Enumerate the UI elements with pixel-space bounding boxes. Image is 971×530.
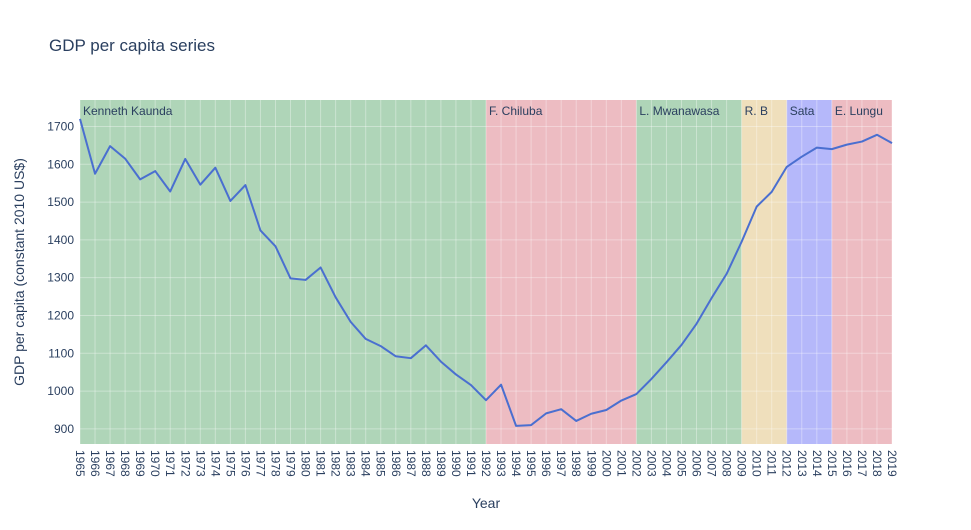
x-tick-2004: 2004 <box>659 450 673 477</box>
x-tick-1987: 1987 <box>404 450 418 477</box>
region-4 <box>786 100 832 444</box>
region-label-1: F. Chiluba <box>489 104 543 118</box>
x-tick-1971: 1971 <box>163 450 177 477</box>
x-tick-1996: 1996 <box>539 450 553 477</box>
y-tick-1100: 1100 <box>48 346 74 360</box>
x-tick-1979: 1979 <box>284 450 298 477</box>
x-tick-2002: 2002 <box>629 450 643 477</box>
x-tick-2012: 2012 <box>780 450 794 477</box>
y-tick-1600: 1600 <box>47 157 74 171</box>
x-tick-1965: 1965 <box>73 450 87 477</box>
x-tick-2011: 2011 <box>765 450 779 476</box>
x-tick-2005: 2005 <box>674 450 688 477</box>
x-tick-1985: 1985 <box>374 450 388 477</box>
x-tick-1995: 1995 <box>524 450 538 477</box>
x-tick-2019: 2019 <box>885 450 899 477</box>
x-tick-1966: 1966 <box>88 450 102 477</box>
x-tick-2003: 2003 <box>644 450 658 477</box>
x-tick-1981: 1981 <box>314 450 328 477</box>
y-tick-1200: 1200 <box>47 308 74 322</box>
regions-layer <box>80 100 892 444</box>
chart-title: GDP per capita series <box>49 36 215 55</box>
y-axis-ticks: 900 1000 1100 1200 1300 1400 1500 1600 1700 <box>47 119 74 435</box>
x-tick-1967: 1967 <box>103 450 117 477</box>
x-tick-2015: 2015 <box>825 450 839 477</box>
region-label-2: L. Mwanawasa <box>639 104 719 118</box>
x-tick-2000: 2000 <box>599 450 613 477</box>
x-tick-1973: 1973 <box>193 450 207 477</box>
x-tick-1993: 1993 <box>494 450 508 477</box>
x-tick-1991: 1991 <box>464 450 478 477</box>
x-tick-1968: 1968 <box>118 450 132 477</box>
x-tick-2009: 2009 <box>735 450 749 477</box>
x-tick-1969: 1969 <box>133 450 147 477</box>
x-tick-1970: 1970 <box>148 450 162 477</box>
x-tick-1984: 1984 <box>359 450 373 477</box>
x-tick-1972: 1972 <box>178 450 192 477</box>
x-tick-2017: 2017 <box>855 450 869 477</box>
region-0 <box>80 100 486 444</box>
x-tick-1990: 1990 <box>449 450 463 477</box>
y-tick-1400: 1400 <box>47 233 74 247</box>
x-tick-1992: 1992 <box>479 450 493 477</box>
region-2 <box>636 100 742 444</box>
x-tick-2016: 2016 <box>840 450 854 477</box>
series-line-0 <box>79 118 893 427</box>
region-label-4: Sata <box>790 104 815 118</box>
region-label-0: Kenneth Kaunda <box>83 104 173 118</box>
y-tick-1500: 1500 <box>47 195 74 209</box>
y-axis-title: GDP per capita (constant 2010 US$) <box>11 158 27 386</box>
x-tick-2010: 2010 <box>750 450 764 477</box>
region-label-3: R. B <box>745 104 768 118</box>
x-axis-ticks: 1965 1966 1967 1968 1969 1970 1971 1972 1973 1974… <box>73 450 899 477</box>
region-5 <box>831 100 892 444</box>
x-tick-1975: 1975 <box>223 450 237 477</box>
x-tick-1982: 1982 <box>329 450 343 477</box>
x-tick-2014: 2014 <box>810 450 824 477</box>
x-tick-1974: 1974 <box>208 450 222 477</box>
x-tick-2013: 2013 <box>795 450 809 477</box>
y-tick-1000: 1000 <box>47 384 74 398</box>
x-tick-1976: 1976 <box>238 450 252 477</box>
x-tick-2001: 2001 <box>614 450 628 477</box>
x-tick-2008: 2008 <box>720 450 734 477</box>
region-label-5: E. Lungu <box>835 104 883 118</box>
x-tick-1989: 1989 <box>434 450 448 477</box>
x-axis-title: Year <box>472 495 501 511</box>
x-tick-1988: 1988 <box>419 450 433 477</box>
x-tick-1997: 1997 <box>554 450 568 477</box>
region-3 <box>741 100 787 444</box>
x-tick-2006: 2006 <box>690 450 704 477</box>
x-tick-1999: 1999 <box>584 450 598 477</box>
line-layer <box>79 118 893 427</box>
region-labels-layer: Kenneth Kaunda F. Chiluba L. Mwanawasa R. B… <box>83 104 883 118</box>
x-tick-1983: 1983 <box>344 450 358 477</box>
y-tick-1700: 1700 <box>47 119 74 133</box>
y-tick-900: 900 <box>54 422 74 436</box>
x-tick-2018: 2018 <box>870 450 884 477</box>
x-tick-1978: 1978 <box>268 450 282 477</box>
x-tick-1980: 1980 <box>299 450 313 477</box>
y-tick-1300: 1300 <box>47 271 74 285</box>
x-tick-1998: 1998 <box>569 450 583 477</box>
region-1 <box>486 100 637 444</box>
x-tick-1994: 1994 <box>509 450 523 477</box>
x-tick-1977: 1977 <box>253 450 267 477</box>
x-tick-1986: 1986 <box>389 450 403 477</box>
x-tick-2007: 2007 <box>705 450 719 477</box>
